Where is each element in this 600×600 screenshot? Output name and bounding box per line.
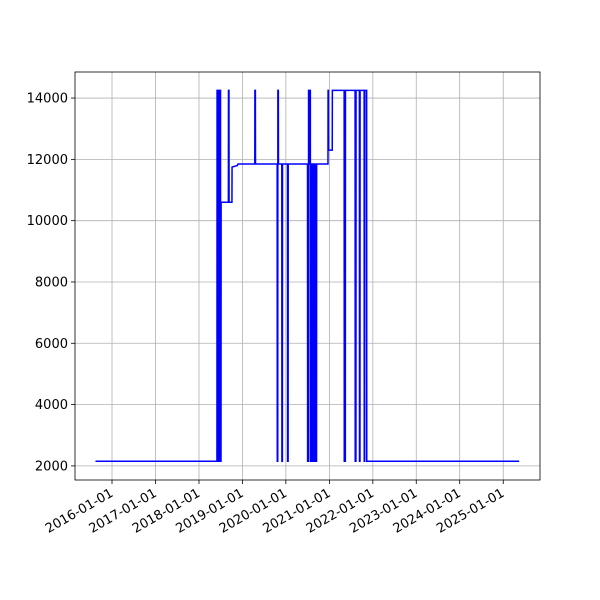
data-line xyxy=(95,89,520,463)
y-tick-label: 8000 xyxy=(35,275,68,290)
y-tick-label: 10000 xyxy=(27,214,68,229)
plot-frame xyxy=(74,71,541,481)
y-tick-label: 4000 xyxy=(35,398,68,413)
y-tick-label: 12000 xyxy=(27,153,68,168)
y-tick-label: 6000 xyxy=(35,337,68,352)
y-tick-label: 14000 xyxy=(27,92,68,107)
y-tick-label: 2000 xyxy=(35,459,68,474)
